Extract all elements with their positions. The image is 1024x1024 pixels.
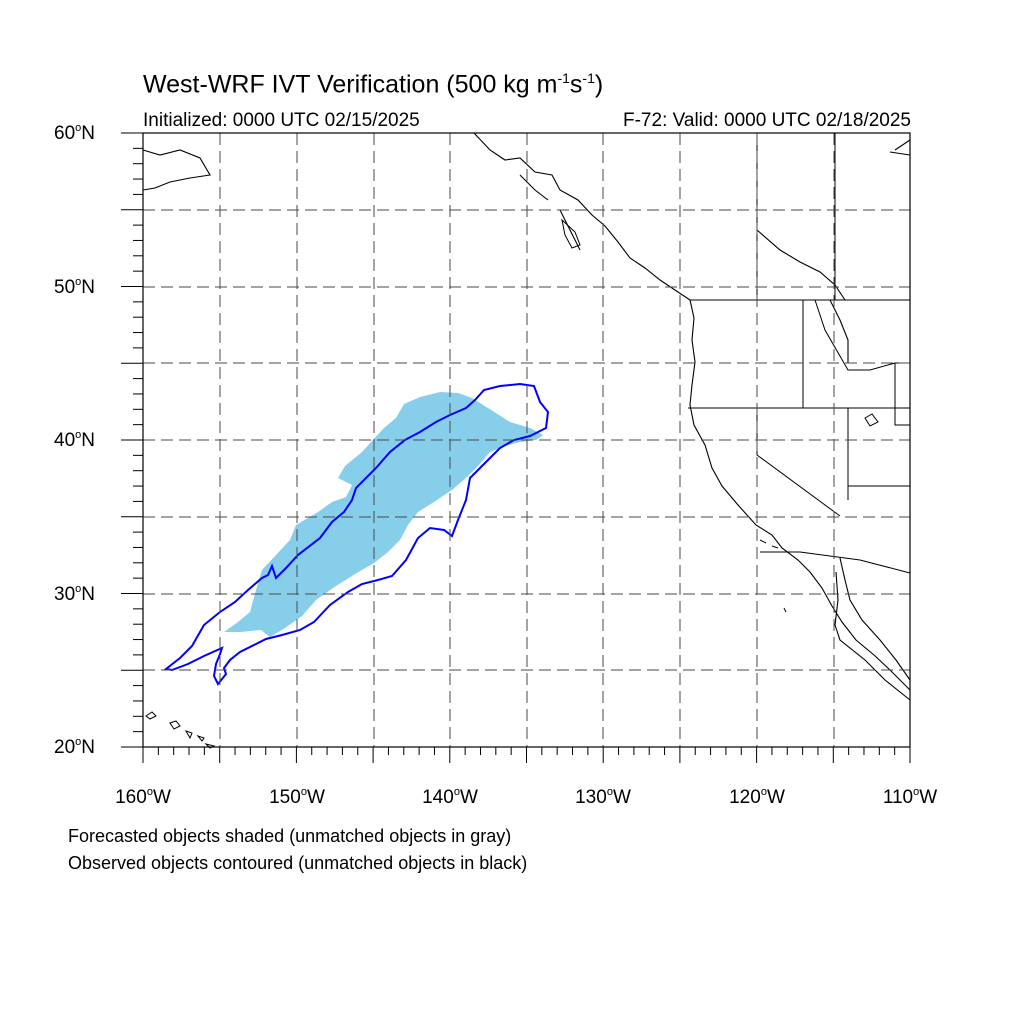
valid-time: F-72: Valid: 0000 UTC 02/18/2025 xyxy=(623,110,911,131)
lat-label-50n: 50oN xyxy=(54,276,95,298)
legend-note-observed: Observed objects contoured (unmatched ob… xyxy=(68,853,528,873)
initialized-time: Initialized: 0000 UTC 02/15/2025 xyxy=(143,110,420,131)
forecast-object-shaded xyxy=(224,392,543,637)
lat-label-20n: 20oN xyxy=(54,736,95,758)
lat-label-60n: 60oN xyxy=(54,122,95,144)
lon-label-160w: 160oW xyxy=(115,786,171,808)
map-title: West-WRF IVT Verification (500 kg m-1s-1… xyxy=(143,70,604,99)
coastline xyxy=(142,132,911,701)
lon-label-120w: 120oW xyxy=(729,786,785,808)
observed-object-contour xyxy=(163,382,550,686)
political-borders xyxy=(688,133,911,574)
lat-label-30n: 30oN xyxy=(54,583,95,605)
legend-note-forecast: Forecasted objects shaded (unmatched obj… xyxy=(68,826,512,846)
lat-label-40n: 40oN xyxy=(54,429,95,451)
lon-label-150w: 150oW xyxy=(269,786,325,808)
lon-label-130w: 130oW xyxy=(575,786,631,808)
axis-ticks xyxy=(121,132,911,763)
lon-label-110w: 110oW xyxy=(882,786,938,808)
island-markers xyxy=(145,218,879,749)
lat-lon-grid xyxy=(143,133,910,747)
lon-label-140w: 140oW xyxy=(422,786,478,808)
